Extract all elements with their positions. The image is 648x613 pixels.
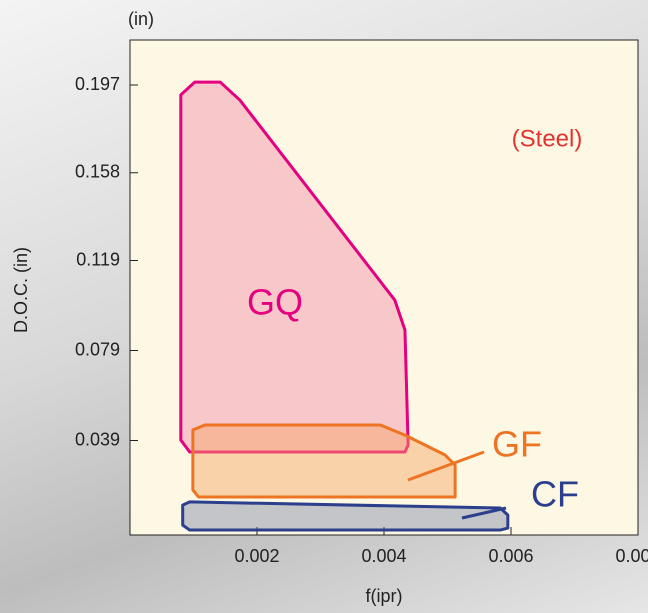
y-tick-label: 0.158 [75,162,120,182]
y-unit: (in) [128,9,154,29]
region-label: GQ [247,282,303,323]
y-axis-label: D.O.C. (in) [11,247,31,333]
x-tick-label: 0.002 [234,546,279,566]
region [183,502,508,530]
y-tick-label: 0.119 [76,249,120,269]
region-label: GF [492,424,542,465]
x-tick-label: 0.004 [361,546,406,566]
chart: (in) D.O.C. (in) f(ipr) (Steel) 0.002 0.0… [0,0,648,613]
x-axis-label: f(ipr) [366,586,403,606]
x-tick-label: 0.006 [488,546,533,566]
x-tick-label: 0.008 [615,546,648,566]
page: (in) D.O.C. (in) f(ipr) (Steel) 0.002 0.0… [0,0,648,613]
annotation: (Steel) [512,125,583,152]
region-label: CF [531,474,579,515]
y-tick-label: 0.079 [75,339,120,359]
y-tick-label: 0.039 [75,429,120,449]
y-tick-label: 0.197 [75,74,120,94]
